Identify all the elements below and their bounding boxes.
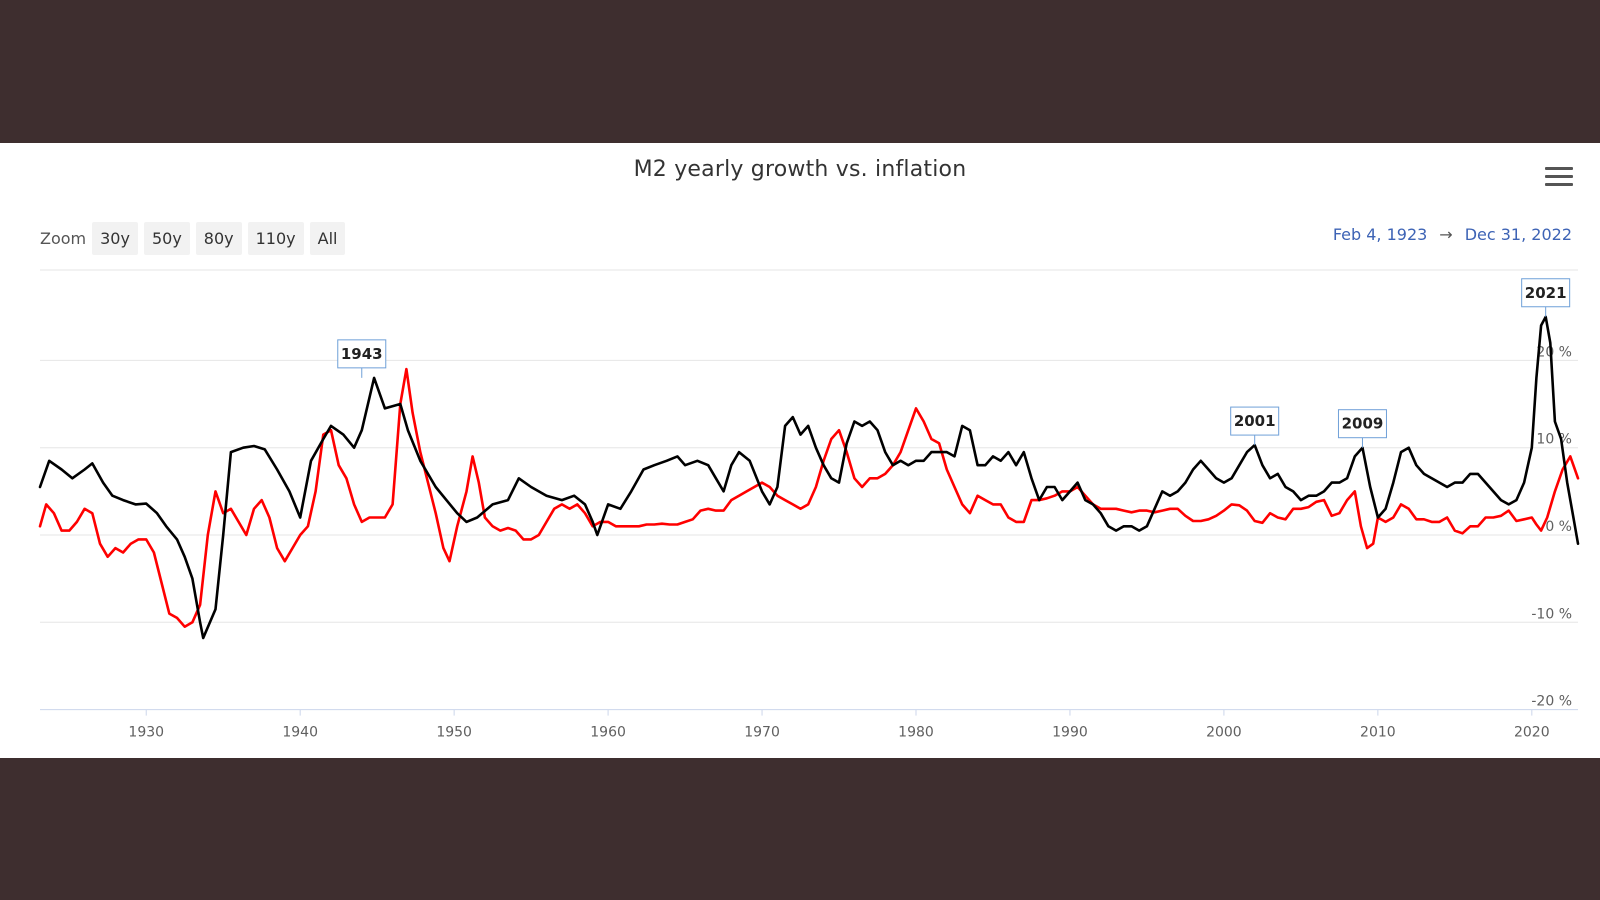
date-range: Feb 4, 1923 → Dec 31, 2022 — [1333, 225, 1572, 244]
range-start-date[interactable]: Feb 4, 1923 — [1332, 225, 1428, 244]
x-tick-label: 2000 — [1206, 725, 1242, 741]
flag-box — [1337, 409, 1387, 439]
menu-icon[interactable] — [1545, 167, 1573, 191]
y-axis-ticks: 20 % 10 % 0 % -10 % -20 % — [1531, 344, 1572, 709]
x-axis-ticks: 1930 1940 1950 1960 1970 1980 1990 2000 2010 2020 — [128, 709, 1550, 741]
x-tick-label: 1980 — [898, 725, 934, 741]
x-tick-label: 2020 — [1514, 725, 1550, 741]
y-tick-label: 10 % — [1536, 432, 1572, 448]
x-tick-label: 1960 — [590, 725, 626, 741]
menu-bar — [1545, 183, 1573, 186]
chart-title: M2 yearly growth vs. inflation — [633, 157, 967, 182]
annotation-flag-1943[interactable]: 1943 — [337, 339, 387, 378]
x-tick-label: 1930 — [128, 725, 164, 741]
inflation-line — [38, 367, 1580, 628]
zoom-selector: Zoom 30y 50y 80y 110y All — [40, 222, 351, 255]
menu-bar — [1545, 175, 1573, 178]
flag-box — [337, 339, 387, 369]
zoom-all-button[interactable]: All — [309, 222, 346, 255]
x-tick-label: 1970 — [744, 725, 780, 741]
flag-label: 2009 — [1342, 415, 1384, 433]
zoom-110y-button[interactable]: 110y — [247, 222, 304, 255]
chart-panel: M2 yearly growth vs. inflation Zoom 30y … — [0, 143, 1600, 758]
annotation-flags: 1943 2001 2009 2021 — [337, 278, 1571, 448]
y-tick-label: -10 % — [1531, 606, 1572, 622]
flag-box — [1521, 278, 1571, 308]
range-arrow: → — [1439, 225, 1453, 244]
line-chart: 20 %10 %0 %-10 %-20 % 1930 1940 1950 1960 19… — [38, 269, 1580, 741]
m2-growth-line — [38, 315, 1580, 640]
flag-label: 2001 — [1234, 412, 1276, 430]
zoom-30y-button[interactable]: 30y — [92, 222, 138, 255]
series-lines — [38, 315, 1580, 640]
flag-label: 1943 — [341, 345, 383, 363]
zoom-80y-button[interactable]: 80y — [195, 222, 242, 255]
zoom-label: Zoom — [40, 229, 87, 248]
annotation-flag-2001[interactable]: 2001 — [1230, 406, 1280, 446]
y-tick-label: 20 % — [1536, 344, 1572, 360]
x-tick-label: 1990 — [1052, 725, 1088, 741]
range-end-date[interactable]: Dec 31, 2022 — [1464, 225, 1572, 244]
flag-label: 2021 — [1525, 284, 1567, 302]
menu-bar — [1545, 167, 1573, 170]
y-tick-label: 0 % — [1545, 519, 1572, 535]
x-tick-label: 1940 — [282, 725, 318, 741]
x-tick-label: 2010 — [1360, 725, 1396, 741]
zoom-50y-button[interactable]: 50y — [143, 222, 190, 255]
grid-lines — [40, 269, 1578, 711]
annotation-flag-2021[interactable]: 2021 — [1521, 278, 1571, 317]
x-tick-label: 1950 — [436, 725, 472, 741]
annotation-flag-2009[interactable]: 2009 — [1337, 409, 1387, 448]
y-tick-label: -20 % — [1531, 694, 1572, 710]
flag-box — [1230, 406, 1280, 436]
